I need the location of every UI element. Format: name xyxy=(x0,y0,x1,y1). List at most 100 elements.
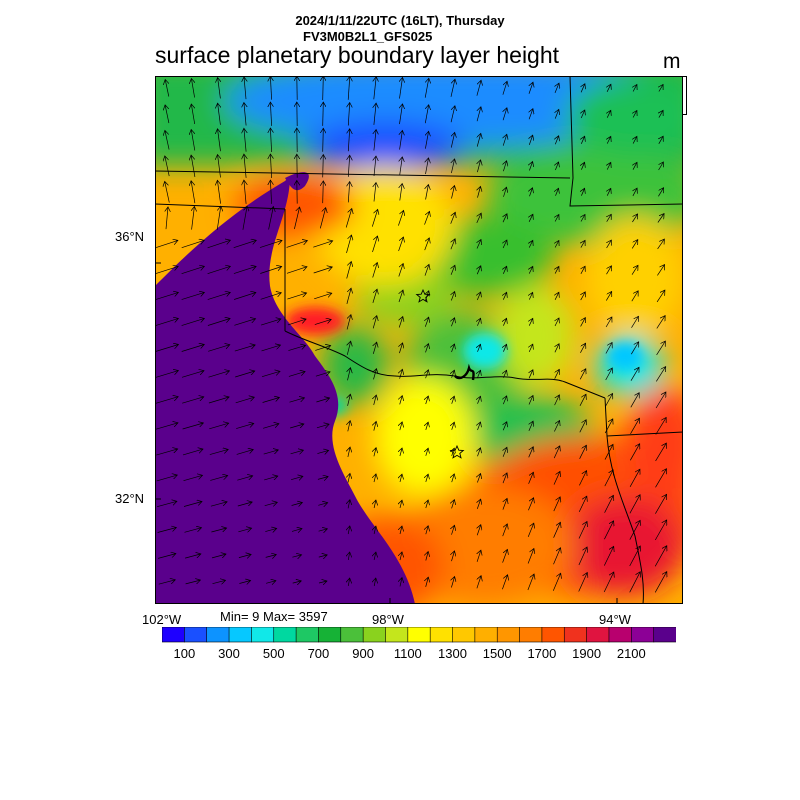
wind-arrow xyxy=(209,423,228,430)
wind-arrow xyxy=(288,345,305,351)
wind-arrow xyxy=(529,240,533,248)
wind-arrow xyxy=(212,580,226,583)
wind-arrow xyxy=(291,476,303,479)
wind-arrow xyxy=(452,551,455,562)
wind-arrow xyxy=(503,214,507,223)
wind-arrow xyxy=(270,180,271,204)
wind-arrow xyxy=(629,520,640,540)
wind-arrow xyxy=(604,419,613,434)
wind-arrow xyxy=(529,214,533,222)
wind-arrow xyxy=(165,105,170,124)
wind-arrow xyxy=(581,292,586,301)
wind-arrow xyxy=(425,131,428,149)
wind-arrow xyxy=(656,290,665,303)
wind-arrow xyxy=(452,422,455,430)
axis-ticks xyxy=(155,262,618,604)
wind-arrow xyxy=(477,474,480,483)
wind-arrow xyxy=(165,80,169,97)
wind-arrow xyxy=(236,423,254,429)
wind-arrow xyxy=(237,476,252,481)
colorbar-tick-label: 1700 xyxy=(527,646,557,661)
wind-arrow xyxy=(398,264,403,277)
wind-arrow xyxy=(400,369,403,379)
wind-arrow xyxy=(450,212,456,224)
wind-arrow xyxy=(529,109,533,120)
wind-arrow xyxy=(478,422,481,431)
wind-arrow xyxy=(233,266,256,274)
wind-arrow xyxy=(579,394,586,406)
wind-arrow xyxy=(629,444,639,461)
pblh-map xyxy=(155,76,683,604)
wind-arrow xyxy=(450,106,455,123)
wind-arrow xyxy=(208,397,229,404)
colorbar-swatch xyxy=(541,627,565,643)
wind-arrow xyxy=(629,546,641,567)
wind-arrow xyxy=(555,266,559,274)
wind-arrow xyxy=(374,578,376,587)
wind-arrow xyxy=(426,526,428,535)
colorbar-swatch xyxy=(407,627,431,643)
wind-arrow xyxy=(287,319,306,326)
wind-arrow xyxy=(290,424,304,429)
colorbar-swatch xyxy=(608,627,632,643)
wind-arrow xyxy=(314,319,331,325)
wind-arrow xyxy=(157,528,177,533)
wind-arrow xyxy=(260,293,282,300)
wind-arrow xyxy=(503,447,507,457)
wind-arrow xyxy=(605,291,611,301)
wind-arrow xyxy=(265,555,277,558)
wind-arrow xyxy=(631,265,638,275)
wind-arrow xyxy=(314,293,332,300)
wind-arrow xyxy=(530,188,533,197)
wind-arrow xyxy=(579,420,586,433)
lon-label-98w: 98°W xyxy=(372,612,404,627)
wind-arrow xyxy=(426,422,428,431)
wind-arrow xyxy=(233,240,257,249)
wind-arrow xyxy=(502,575,507,590)
wind-arrow xyxy=(632,214,637,223)
wind-arrow xyxy=(345,209,352,228)
wind-arrow xyxy=(259,240,282,248)
colorbar-swatch xyxy=(630,627,655,643)
wind-arrow xyxy=(605,368,613,381)
wind-arrow xyxy=(529,162,532,171)
wind-arrow xyxy=(529,318,533,326)
wind-arrow xyxy=(374,156,376,177)
wind-arrow xyxy=(477,318,480,326)
wind-arrow xyxy=(503,344,506,352)
wind-arrow xyxy=(348,368,351,381)
wind-arrow xyxy=(503,134,507,146)
wind-arrow xyxy=(211,554,226,558)
wind-arrow xyxy=(581,136,584,144)
wind-arrow xyxy=(244,77,246,100)
wind-arrow xyxy=(655,392,666,409)
wind-arrow xyxy=(657,214,664,223)
wind-arrow xyxy=(237,502,252,507)
wind-arrow xyxy=(323,181,324,204)
wind-arrow xyxy=(261,345,281,352)
wind-arrow xyxy=(451,159,454,174)
wind-arrow xyxy=(318,529,328,531)
wind-arrow xyxy=(503,161,506,172)
wind-vector-field xyxy=(155,76,667,593)
wind-arrow xyxy=(528,447,534,458)
wind-arrow xyxy=(191,79,194,98)
wind-arrow xyxy=(398,210,403,226)
wind-arrow xyxy=(478,370,481,378)
wind-arrow xyxy=(155,397,178,404)
wind-arrow xyxy=(181,371,204,378)
wind-arrow xyxy=(553,522,561,538)
wind-arrow xyxy=(263,424,279,429)
wind-arrow xyxy=(555,241,559,248)
wind-arrow xyxy=(502,549,508,563)
colorbar-tick-label: 1500 xyxy=(482,646,512,661)
wind-arrow xyxy=(400,448,402,457)
wind-arrow xyxy=(529,421,533,432)
wind-arrow xyxy=(218,155,221,178)
wind-arrow xyxy=(657,265,664,276)
wind-arrow xyxy=(578,496,587,513)
wind-arrow xyxy=(286,241,308,248)
wind-arrow xyxy=(374,130,376,151)
wind-arrow xyxy=(581,84,585,93)
wind-arrow xyxy=(264,476,278,480)
